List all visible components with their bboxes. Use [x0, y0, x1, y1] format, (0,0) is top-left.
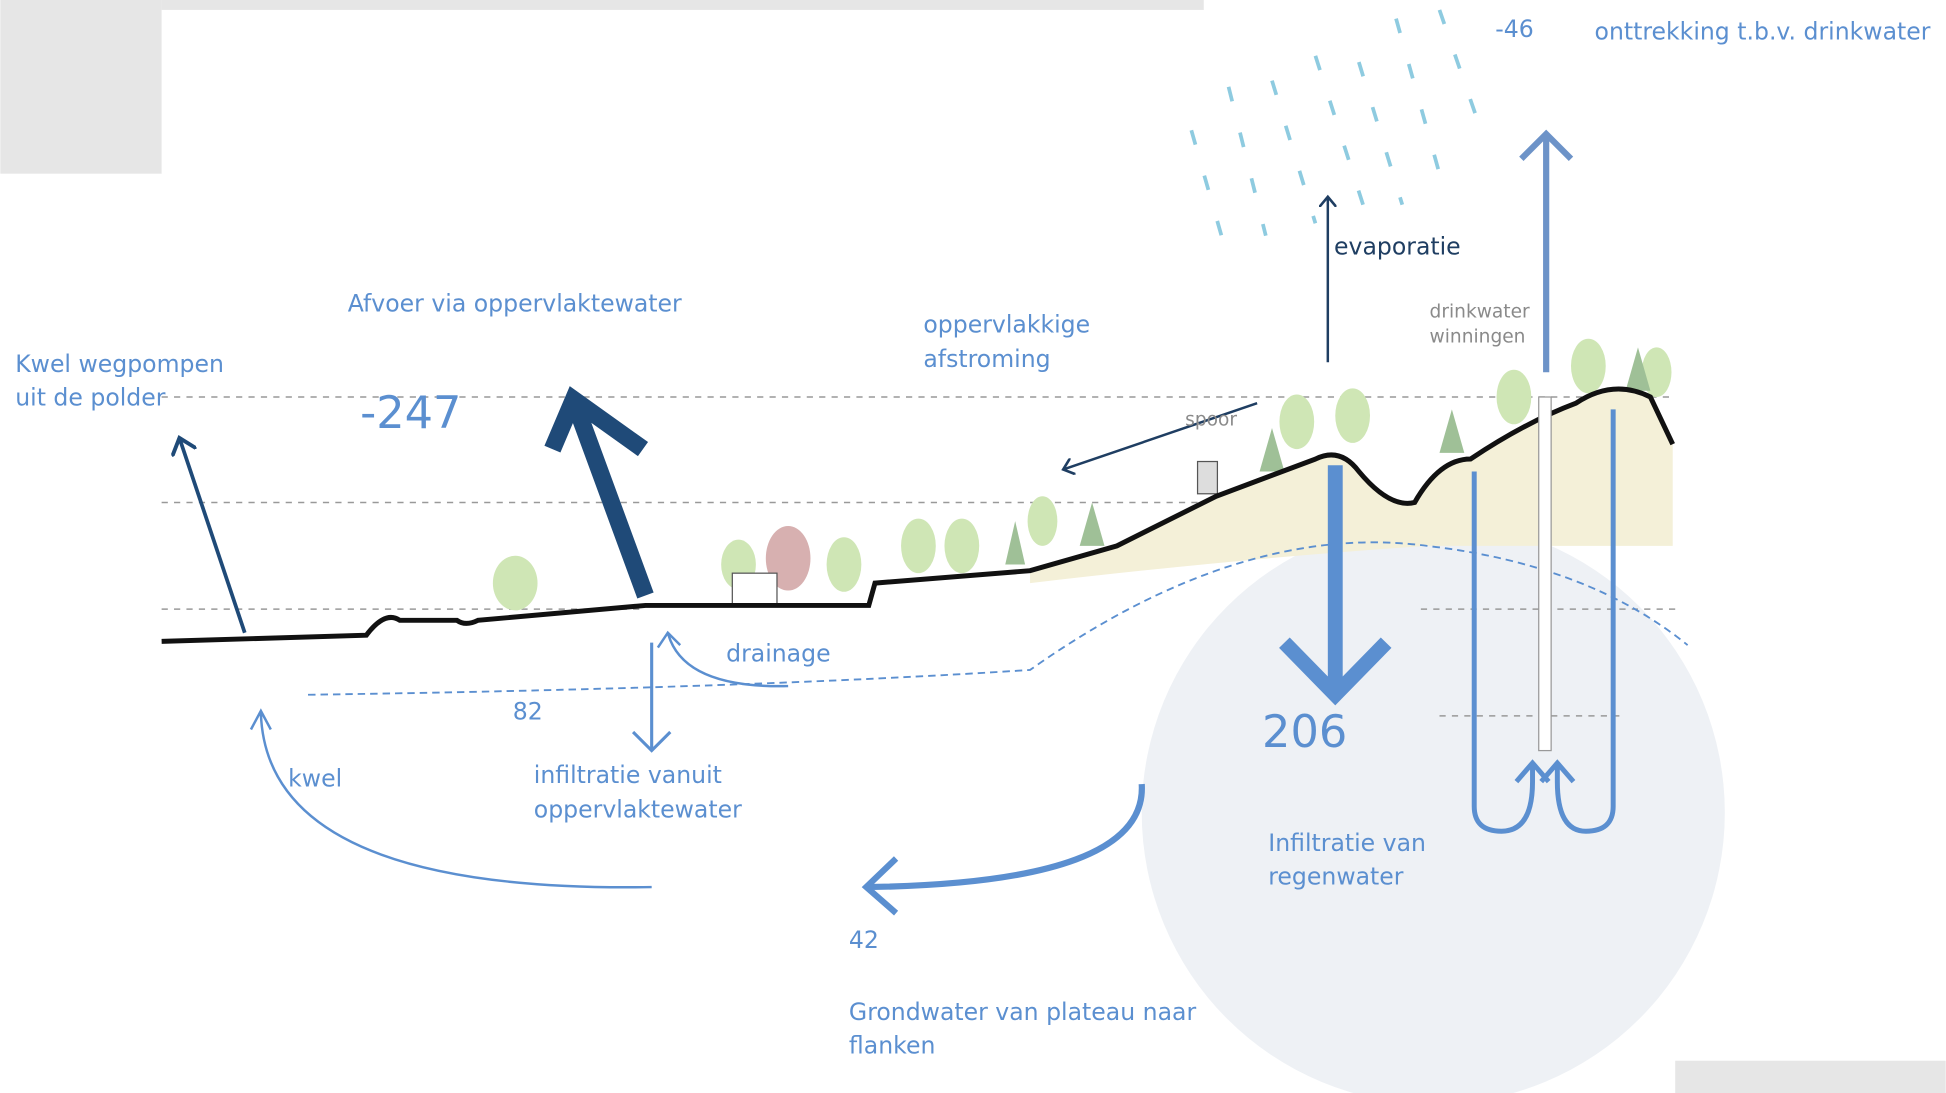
runoff-label: oppervlakkige	[923, 310, 1090, 338]
wells-label: drinkwater	[1430, 302, 1530, 323]
runoff-label: afstroming	[923, 345, 1050, 373]
rain	[1191, 10, 1476, 261]
infiltration-rain-value: 206	[1262, 706, 1347, 758]
drainage-label: drainage	[726, 639, 830, 667]
infiltration-rain-label: Infiltratie van	[1268, 829, 1426, 857]
wells-label: winningen	[1430, 326, 1526, 347]
pumping-label: Kwel wegpompen	[15, 350, 224, 378]
diagram: -46 onttrekking t.b.v. drinkwater evapor…	[0, 0, 1946, 1093]
infiltration-surface-value: 82	[513, 698, 543, 726]
extraction-value: -46	[1495, 15, 1534, 43]
infiltration-surface-label: oppervlaktewater	[534, 796, 742, 824]
groundwater-value: 42	[849, 926, 879, 954]
pumping-label: uit de polder	[15, 384, 166, 412]
discharge-value: -247	[360, 387, 461, 439]
extraction-label: onttrekking t.b.v. drinkwater	[1595, 18, 1931, 46]
groundwater-label: Grondwater van plateau naar	[849, 998, 1197, 1026]
infiltration-surface-label: infiltratie vanuit	[534, 761, 722, 789]
railway-label: spoor	[1185, 410, 1237, 431]
seepage-label: kwel	[288, 765, 342, 793]
groundwater-label: flanken	[849, 1031, 935, 1059]
infiltration-rain-label: regenwater	[1268, 863, 1403, 891]
discharge-label: Afvoer via oppervlaktewater	[348, 289, 682, 317]
evaporation-label: evaporatie	[1334, 232, 1461, 260]
